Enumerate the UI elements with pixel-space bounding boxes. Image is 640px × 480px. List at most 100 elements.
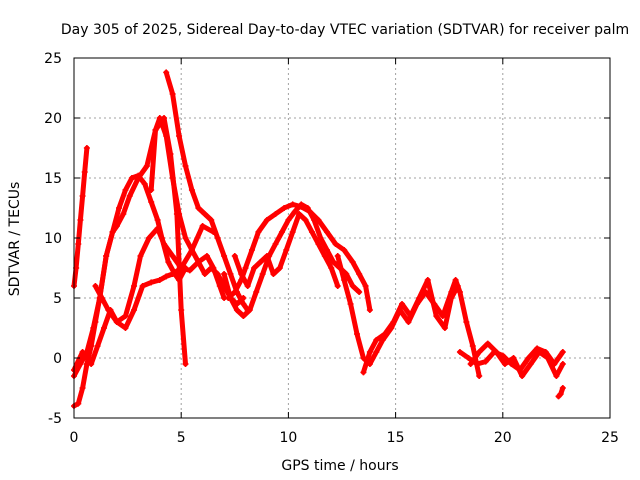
data-point bbox=[88, 361, 95, 367]
y-tick-label: -5 bbox=[48, 411, 62, 427]
data-point bbox=[178, 307, 185, 313]
data-point bbox=[208, 217, 215, 223]
data-point bbox=[465, 355, 472, 361]
data-point bbox=[156, 277, 163, 283]
data-point bbox=[203, 253, 210, 259]
data-point bbox=[559, 349, 566, 355]
data-point bbox=[75, 241, 82, 247]
data-point bbox=[148, 187, 155, 193]
data-point bbox=[381, 331, 388, 337]
data-point bbox=[474, 361, 481, 367]
data-point bbox=[296, 211, 303, 217]
data-point bbox=[330, 259, 337, 265]
data-point bbox=[231, 289, 238, 295]
data-point bbox=[195, 259, 202, 265]
data-point bbox=[128, 175, 135, 181]
series-sat-n bbox=[468, 341, 566, 379]
x-tick-label: 25 bbox=[601, 430, 619, 446]
data-point bbox=[233, 307, 240, 313]
data-point bbox=[281, 205, 288, 211]
data-point bbox=[77, 217, 84, 223]
y-tick-label: 15 bbox=[44, 171, 62, 187]
data-point bbox=[165, 259, 172, 265]
data-point bbox=[476, 373, 483, 379]
data-point bbox=[399, 301, 406, 307]
data-point bbox=[154, 217, 161, 223]
data-point bbox=[441, 325, 448, 331]
data-point bbox=[454, 283, 461, 289]
data-point bbox=[122, 313, 129, 319]
data-point bbox=[259, 271, 266, 277]
data-point bbox=[334, 283, 341, 289]
data-point bbox=[240, 313, 247, 319]
data-point bbox=[289, 229, 296, 235]
data-point bbox=[362, 283, 369, 289]
data-point bbox=[79, 193, 86, 199]
data-point bbox=[456, 289, 463, 295]
data-point bbox=[452, 277, 459, 283]
data-point bbox=[557, 391, 564, 397]
data-point bbox=[323, 247, 330, 253]
data-point bbox=[467, 361, 474, 367]
data-point bbox=[244, 283, 251, 289]
data-point bbox=[75, 400, 82, 407]
data-point bbox=[131, 283, 138, 289]
data-point bbox=[276, 265, 283, 271]
data-point bbox=[169, 271, 176, 277]
data-point bbox=[527, 361, 534, 367]
data-point bbox=[373, 337, 380, 343]
data-point bbox=[92, 283, 99, 289]
data-point bbox=[152, 127, 159, 133]
data-point bbox=[83, 145, 90, 151]
data-point bbox=[103, 253, 110, 259]
data-point bbox=[544, 355, 551, 361]
data-point bbox=[341, 247, 348, 253]
data-point bbox=[120, 211, 127, 217]
data-point bbox=[156, 115, 163, 121]
data-point bbox=[126, 193, 133, 199]
data-point bbox=[323, 229, 330, 235]
data-point bbox=[263, 217, 270, 223]
data-point bbox=[272, 241, 279, 247]
data-point bbox=[176, 211, 183, 217]
data-point bbox=[321, 253, 328, 259]
data-point bbox=[373, 349, 380, 355]
data-point bbox=[283, 247, 290, 253]
y-tick-label: 20 bbox=[44, 111, 62, 127]
data-point bbox=[169, 175, 176, 181]
data-point bbox=[101, 325, 108, 331]
data-point bbox=[163, 69, 170, 76]
data-point bbox=[90, 325, 97, 331]
data-point bbox=[143, 163, 150, 169]
data-point bbox=[356, 289, 363, 295]
y-tick-label: 5 bbox=[53, 291, 62, 307]
data-point bbox=[272, 211, 279, 217]
data-point bbox=[341, 277, 348, 283]
data-point bbox=[553, 373, 560, 379]
data-point bbox=[79, 349, 86, 355]
data-point bbox=[231, 253, 238, 259]
data-point bbox=[139, 283, 146, 289]
y-tick-label: 0 bbox=[53, 351, 62, 367]
data-point bbox=[201, 211, 208, 217]
data-point bbox=[214, 271, 221, 277]
data-point bbox=[227, 295, 234, 301]
data-point bbox=[263, 253, 270, 259]
data-point bbox=[146, 235, 153, 241]
data-point bbox=[308, 229, 315, 235]
data-point bbox=[148, 199, 155, 205]
data-series bbox=[71, 69, 566, 409]
data-point bbox=[366, 349, 373, 355]
data-point bbox=[214, 235, 221, 241]
data-point bbox=[328, 265, 335, 271]
x-tick-label: 0 bbox=[70, 430, 79, 446]
data-point bbox=[257, 259, 264, 265]
data-point bbox=[484, 340, 491, 347]
data-point bbox=[315, 241, 322, 247]
data-point bbox=[291, 208, 298, 215]
series-sat-i bbox=[221, 201, 362, 319]
data-point bbox=[161, 241, 168, 247]
data-point bbox=[407, 313, 414, 319]
data-point bbox=[433, 313, 440, 319]
